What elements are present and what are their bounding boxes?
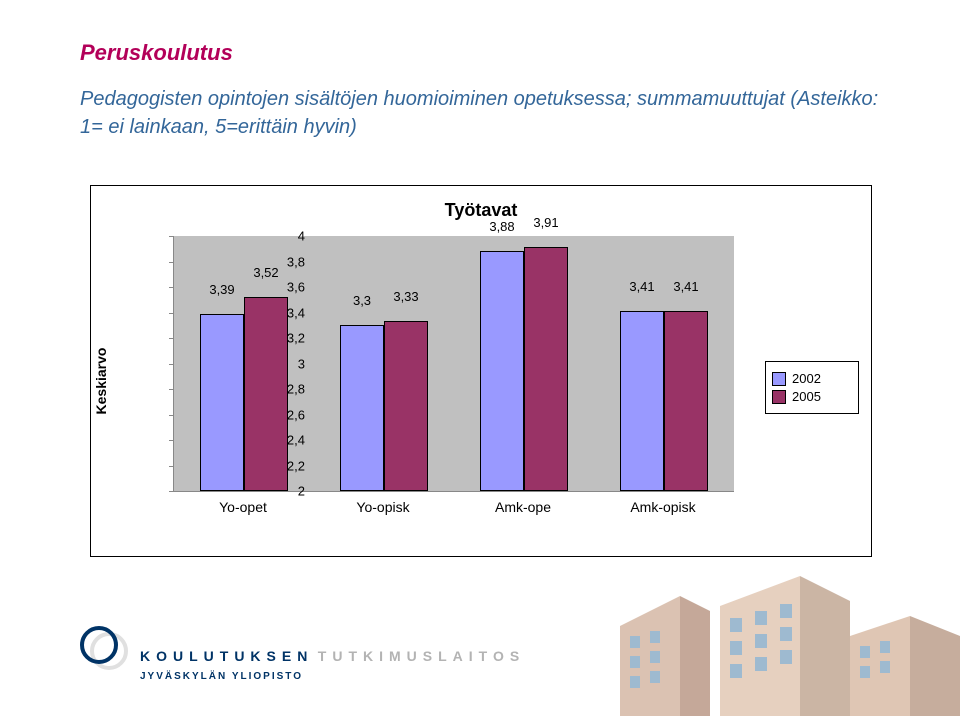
legend-swatch <box>772 390 786 404</box>
legend-label: 2002 <box>792 371 821 386</box>
y-tick-label: 3,2 <box>275 331 305 346</box>
y-tick <box>169 389 173 390</box>
y-axis-label: Keskiarvo <box>93 348 109 415</box>
y-tick <box>169 491 173 492</box>
bar <box>524 247 568 491</box>
page: Peruskoulutus Pedagogisten opintojen sis… <box>0 0 960 716</box>
y-tick <box>169 440 173 441</box>
page-subtitle: Pedagogisten opintojen sisältöjen huomio… <box>80 85 880 141</box>
legend-label: 2005 <box>792 389 821 404</box>
bar-value-label: 3,91 <box>533 215 558 230</box>
buildings-graphic <box>600 546 960 716</box>
y-tick <box>169 338 173 339</box>
y-tick <box>169 236 173 237</box>
bar-value-label: 3,3 <box>353 293 371 308</box>
bar-value-label: 3,39 <box>209 282 234 297</box>
bar-value-label: 3,33 <box>393 289 418 304</box>
chart-inner: Keskiarvo 3,393,523,33,333,883,913,413,4… <box>91 231 871 531</box>
brand-text: KOULUTUKSEN TUTKIMUSLAITOS <box>140 648 525 666</box>
y-tick-label: 3,8 <box>275 254 305 269</box>
page-title: Peruskoulutus <box>80 40 233 66</box>
legend-item: 2005 <box>772 389 852 404</box>
brand-left: KOULUTUKSEN <box>140 648 313 664</box>
legend-item: 2002 <box>772 371 852 386</box>
bar-value-label: 3,88 <box>489 219 514 234</box>
y-tick <box>169 313 173 314</box>
bar <box>480 251 524 491</box>
footer-logo: KOULUTUKSEN TUTKIMUSLAITOS <box>80 626 525 666</box>
legend-swatch <box>772 372 786 386</box>
bar <box>620 311 664 491</box>
footer: KOULUTUKSEN TUTKIMUSLAITOS JYVÄSKYLÄN YL… <box>0 596 960 716</box>
y-tick-label: 2 <box>275 484 305 499</box>
bar <box>340 325 384 491</box>
bar-value-label: 3,41 <box>629 279 654 294</box>
y-tick-label: 4 <box>275 229 305 244</box>
x-category-label: Amk-opisk <box>630 499 695 515</box>
bar-value-label: 3,41 <box>673 279 698 294</box>
y-tick <box>169 466 173 467</box>
x-category-label: Yo-opisk <box>356 499 409 515</box>
bar <box>200 314 244 491</box>
brand-sub: JYVÄSKYLÄN YLIOPISTO <box>140 671 303 682</box>
y-tick-label: 3,4 <box>275 305 305 320</box>
bar <box>384 321 428 491</box>
y-tick-label: 3 <box>275 356 305 371</box>
chart-container: Työtavat Keskiarvo 3,393,523,33,333,883,… <box>90 185 872 557</box>
y-tick <box>169 262 173 263</box>
y-tick-label: 2,4 <box>275 433 305 448</box>
y-tick-label: 2,2 <box>275 458 305 473</box>
x-category-label: Yo-opet <box>219 499 267 515</box>
y-tick-label: 2,8 <box>275 382 305 397</box>
y-tick-label: 3,6 <box>275 280 305 295</box>
brand-right: TUTKIMUSLAITOS <box>318 648 525 664</box>
logo-icon <box>80 626 120 666</box>
y-tick <box>169 287 173 288</box>
bar <box>664 311 708 491</box>
legend: 2002 2005 <box>765 361 859 414</box>
y-tick <box>169 364 173 365</box>
chart-title: Työtavat <box>91 200 871 221</box>
y-tick-label: 2,6 <box>275 407 305 422</box>
plot-area: 3,393,523,33,333,883,913,413,41 <box>173 236 734 492</box>
y-tick <box>169 415 173 416</box>
x-category-label: Amk-ope <box>495 499 551 515</box>
